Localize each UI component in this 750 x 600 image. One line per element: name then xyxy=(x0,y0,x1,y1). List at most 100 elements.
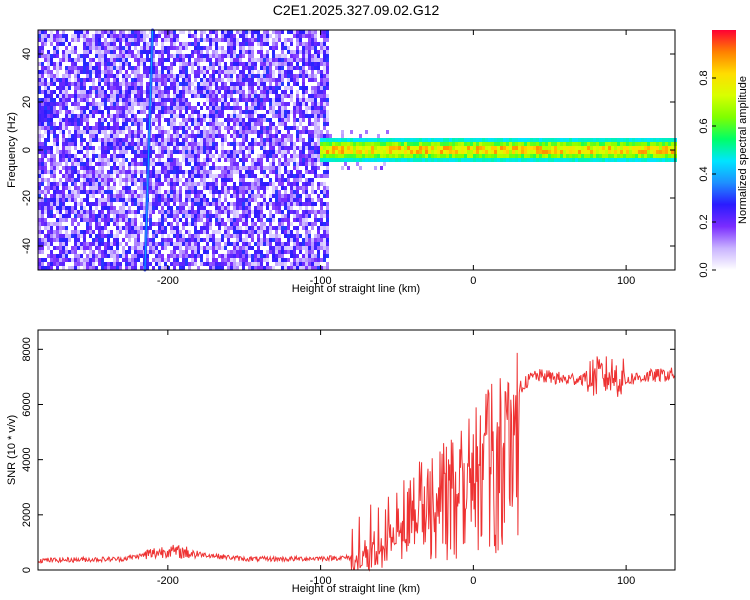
heatmap-cell xyxy=(83,62,86,66)
heatmap-cell xyxy=(176,262,179,266)
heatmap-cell xyxy=(179,186,182,190)
heatmap-cell xyxy=(308,238,311,242)
heatmap-cell xyxy=(92,190,95,194)
heatmap-cell xyxy=(110,198,113,202)
heatmap-cell xyxy=(137,210,140,214)
heatmap-cell xyxy=(368,142,371,146)
heatmap-cell xyxy=(275,98,278,102)
heatmap-cell xyxy=(50,62,53,66)
heatmap-cell xyxy=(110,170,113,174)
heatmap-cell xyxy=(464,158,467,162)
heatmap-cell xyxy=(254,118,257,122)
heatmap-cell xyxy=(101,242,104,246)
heatmap-cell xyxy=(383,138,386,142)
heatmap-cell xyxy=(476,146,479,150)
heatmap-cell xyxy=(413,146,416,150)
heatmap-cell xyxy=(302,70,305,74)
heatmap-cell xyxy=(293,110,296,114)
heatmap-cell xyxy=(152,162,155,166)
heatmap-cell xyxy=(308,222,311,226)
heatmap-cell xyxy=(161,222,164,226)
heatmap-cell xyxy=(134,134,137,138)
heatmap-cell xyxy=(116,138,119,142)
heatmap-cell xyxy=(470,158,473,162)
heatmap-cell xyxy=(257,78,260,82)
heatmap-cell xyxy=(293,54,296,58)
heatmap-cell xyxy=(224,50,227,54)
heatmap-cell xyxy=(161,170,164,174)
heatmap-cell xyxy=(149,210,152,214)
heatmap-cell xyxy=(440,142,443,146)
heatmap-cell xyxy=(89,250,92,254)
heatmap-cell xyxy=(104,146,107,150)
heatmap-cell xyxy=(125,38,128,42)
heatmap-cell xyxy=(74,202,77,206)
heatmap-cell xyxy=(101,62,104,66)
heatmap-cell xyxy=(278,162,281,166)
heatmap-cell xyxy=(305,206,308,210)
heatmap-cell xyxy=(182,242,185,246)
heatmap-cell xyxy=(185,78,188,82)
heatmap-cell xyxy=(299,38,302,42)
heatmap-cell xyxy=(296,178,299,182)
heatmap-cell xyxy=(86,90,89,94)
heatmap-cell xyxy=(299,194,302,198)
heatmap-cell xyxy=(86,218,89,222)
heatmap-cell xyxy=(134,218,137,222)
heatmap-cell xyxy=(305,110,308,114)
heatmap-cell xyxy=(176,174,179,178)
heatmap-cell xyxy=(254,30,257,34)
heatmap-cell xyxy=(314,78,317,82)
heatmap-cell xyxy=(512,142,515,146)
heatmap-cell xyxy=(122,198,125,202)
heatmap-cell xyxy=(317,242,320,246)
heatmap-cell xyxy=(164,190,167,194)
heatmap-cell xyxy=(524,138,527,142)
heatmap-cell xyxy=(92,214,95,218)
heatmap-cell xyxy=(104,246,107,250)
heatmap-cell xyxy=(431,154,434,158)
heatmap-cell xyxy=(254,254,257,258)
heatmap-cell xyxy=(446,146,449,150)
heatmap-cell xyxy=(224,82,227,86)
heatmap-cell xyxy=(344,150,347,154)
heatmap-cell xyxy=(53,258,56,262)
heatmap-cell xyxy=(221,154,224,158)
heatmap-cell xyxy=(458,142,461,146)
heatmap-cell xyxy=(266,58,269,62)
heatmap-cell xyxy=(164,218,167,222)
heatmap-cell xyxy=(107,110,110,114)
heatmap-cell xyxy=(119,170,122,174)
heatmap-cell xyxy=(134,234,137,238)
heatmap-cell xyxy=(38,110,41,114)
heatmap-cell xyxy=(104,42,107,46)
heatmap-cell xyxy=(89,38,92,42)
heatmap-cell xyxy=(452,154,455,158)
heatmap-cell xyxy=(191,170,194,174)
heatmap-cell xyxy=(227,142,230,146)
heatmap-cell xyxy=(149,246,152,250)
heatmap-cell xyxy=(173,98,176,102)
heatmap-cell xyxy=(386,154,389,158)
heatmap-cell xyxy=(125,134,128,138)
heatmap-cell xyxy=(302,146,305,150)
heatmap-cell xyxy=(74,62,77,66)
heatmap-cell xyxy=(236,114,239,118)
heatmap-cell xyxy=(83,242,86,246)
heatmap-cell xyxy=(113,198,116,202)
heatmap-cell xyxy=(122,150,125,154)
heatmap-cell xyxy=(293,174,296,178)
heatmap-cell xyxy=(128,134,131,138)
heatmap-cell xyxy=(236,118,239,122)
heatmap-cell xyxy=(95,110,98,114)
heatmap-cell xyxy=(218,206,221,210)
heatmap-cell xyxy=(236,190,239,194)
heatmap-cell xyxy=(527,142,530,146)
heatmap-cell xyxy=(59,158,62,162)
heatmap-cell xyxy=(236,154,239,158)
heatmap-cell xyxy=(128,138,131,142)
heatmap-cell xyxy=(113,74,116,78)
heatmap-cell xyxy=(278,78,281,82)
heatmap-cell xyxy=(218,262,221,266)
heatmap-cell xyxy=(59,182,62,186)
